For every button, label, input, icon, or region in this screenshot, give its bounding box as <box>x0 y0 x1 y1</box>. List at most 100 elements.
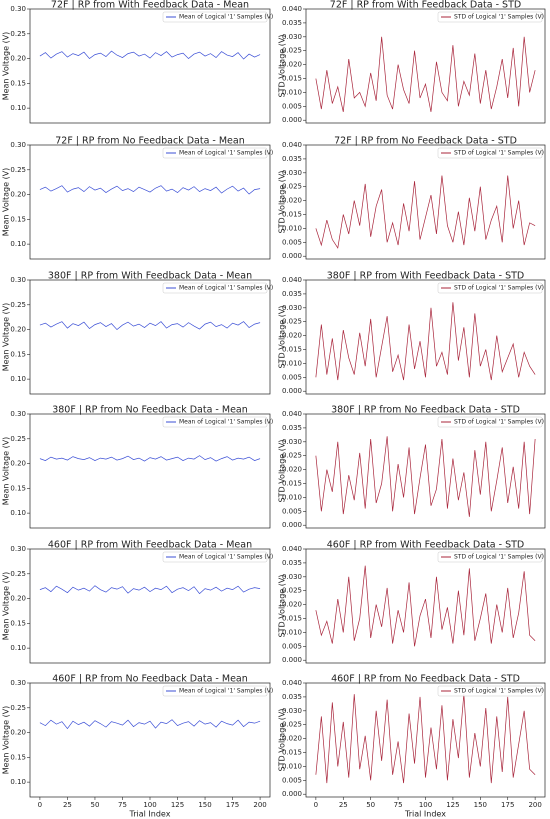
x-tick-label: 0 <box>314 801 318 809</box>
legend-box <box>162 11 268 23</box>
y-tick-label: 0.010 <box>282 762 302 770</box>
data-line <box>39 719 261 730</box>
legend-text: Mean of Logical '1' Samples (V) <box>179 285 273 292</box>
legend-box <box>437 551 543 563</box>
y-tick-label: 0.015 <box>282 749 302 757</box>
subplot-title: 72F | RP from No Feedback Data - Mean <box>55 136 245 147</box>
y-tick-label: 0.30 <box>10 545 26 553</box>
plot-frame <box>29 413 271 529</box>
y-tick-label: 0.020 <box>282 466 302 474</box>
y-tick-label: 0.10 <box>10 509 26 517</box>
subplot-title: 460F | RP from No Feedback Data - Mean <box>52 674 248 685</box>
x-tick-label: 100 <box>419 801 432 809</box>
y-tick-label: 0.030 <box>282 169 302 177</box>
y-tick-label: 0.10 <box>10 644 26 652</box>
y-tick-label: 0.010 <box>282 493 302 501</box>
data-line <box>39 455 261 462</box>
x-tick-label: 150 <box>474 801 487 809</box>
y-axis-label: STD Voltage (V) <box>278 35 287 98</box>
y-tick-label: 0.010 <box>282 359 302 367</box>
subplot-title: 460F | RP from With Feedback Data - Mean <box>48 540 252 551</box>
y-tick-label: 0.030 <box>282 304 302 312</box>
legend-text: STD of Logical '1' Samples (V) <box>454 554 544 561</box>
plot-frame <box>29 682 271 798</box>
y-tick-label: 0.025 <box>282 587 302 595</box>
y-tick-label: 0.025 <box>282 452 302 460</box>
y-axis-label: Mean Voltage (V) <box>2 303 11 372</box>
data-line <box>315 436 536 517</box>
y-tick-label: 0.015 <box>282 211 302 219</box>
y-tick-label: 0.20 <box>10 595 26 603</box>
y-tick-label: 0.035 <box>282 424 302 432</box>
legend-box <box>437 685 543 697</box>
y-tick-label: 0.025 <box>282 183 302 191</box>
y-tick-label: 0.25 <box>10 435 26 443</box>
y-tick-label: 0.015 <box>282 346 302 354</box>
x-tick-label: 0 <box>38 801 42 809</box>
x-tick-label: 150 <box>198 801 211 809</box>
x-axis-label: Trial Index <box>129 810 171 819</box>
y-tick-label: 0.000 <box>282 116 302 124</box>
plot-frame <box>305 8 546 124</box>
y-axis-label: Mean Voltage (V) <box>2 168 11 237</box>
y-tick-label: 0.005 <box>282 373 302 381</box>
plot-frame <box>29 8 271 124</box>
legend-text: STD of Logical '1' Samples (V) <box>454 285 544 292</box>
y-tick-label: 0.040 <box>282 545 302 553</box>
legend-text: Mean of Logical '1' Samples (V) <box>179 419 273 426</box>
x-tick-label: 75 <box>394 801 403 809</box>
subplot-title: 460F | RP from With Feedback Data - STD <box>327 540 524 551</box>
y-tick-label: 0.000 <box>282 387 302 395</box>
subplot-title: 380F | RP from No Feedback Data - Mean <box>52 405 248 416</box>
y-tick-label: 0.30 <box>10 276 26 284</box>
y-tick-label: 0.15 <box>10 484 26 492</box>
y-tick-label: 0.005 <box>282 776 302 784</box>
y-tick-label: 0.25 <box>10 704 26 712</box>
y-axis-label: STD Voltage (V) <box>278 171 287 234</box>
y-axis-label: Mean Voltage (V) <box>2 437 11 506</box>
subplot-title: 380F | RP from No Feedback Data - STD <box>331 405 520 416</box>
y-axis-label: STD Voltage (V) <box>278 709 287 772</box>
legend-text: Mean of Logical '1' Samples (V) <box>179 14 273 21</box>
y-axis-label: Mean Voltage (V) <box>2 32 11 101</box>
y-tick-label: 0.005 <box>282 507 302 515</box>
y-tick-label: 0.10 <box>10 104 26 112</box>
y-tick-label: 0.10 <box>10 778 26 786</box>
legend-text: Mean of Logical '1' Samples (V) <box>179 688 273 695</box>
x-tick-label: 25 <box>339 801 348 809</box>
legend-box <box>162 685 268 697</box>
y-tick-label: 0.035 <box>282 559 302 567</box>
y-tick-label: 0.15 <box>10 350 26 358</box>
legend-box <box>437 11 543 23</box>
y-tick-label: 0.30 <box>10 141 26 149</box>
y-tick-label: 0.15 <box>10 619 26 627</box>
y-tick-label: 0.30 <box>10 679 26 687</box>
y-tick-label: 0.000 <box>282 521 302 529</box>
y-tick-label: 0.15 <box>10 753 26 761</box>
x-tick-label: 50 <box>90 801 99 809</box>
y-tick-label: 0.20 <box>10 326 26 334</box>
x-tick-label: 75 <box>118 801 127 809</box>
plot-frame <box>305 413 546 529</box>
x-tick-label: 200 <box>528 801 541 809</box>
y-axis-label: STD Voltage (V) <box>278 306 287 369</box>
plot-frame <box>29 279 271 395</box>
legend-box <box>162 416 268 428</box>
plot-frame <box>305 548 546 664</box>
y-tick-label: 0.030 <box>282 438 302 446</box>
x-tick-label: 175 <box>226 801 239 809</box>
y-tick-label: 0.015 <box>282 75 302 83</box>
x-tick-label: 50 <box>366 801 375 809</box>
x-tick-label: 125 <box>446 801 459 809</box>
legend-text: STD of Logical '1' Samples (V) <box>454 14 544 21</box>
y-tick-label: 0.20 <box>10 729 26 737</box>
y-tick-label: 0.010 <box>282 88 302 96</box>
subplot-title: 72F | RP from With Feedback Data - Mean <box>51 0 249 11</box>
y-tick-label: 0.040 <box>282 679 302 687</box>
y-tick-label: 0.25 <box>10 570 26 578</box>
y-tick-label: 0.035 <box>282 290 302 298</box>
x-tick-label: 175 <box>501 801 514 809</box>
y-tick-label: 0.035 <box>282 155 302 163</box>
